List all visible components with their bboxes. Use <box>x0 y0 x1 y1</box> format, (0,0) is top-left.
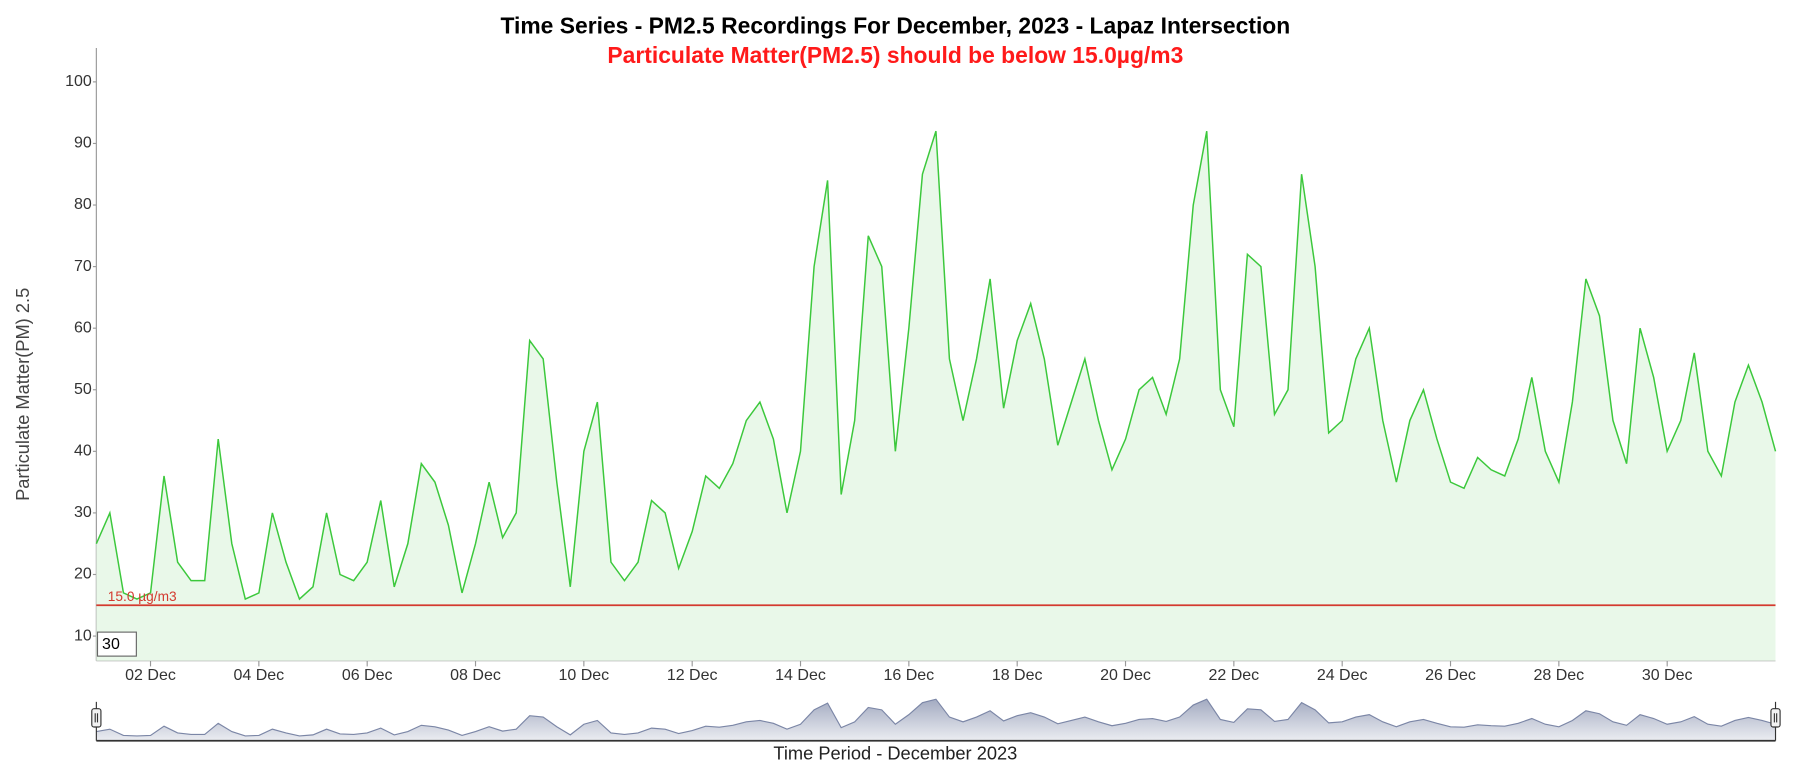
y-tick-label: 60 <box>74 319 92 336</box>
area-fill <box>96 131 1776 661</box>
x-tick-label: 28 Dec <box>1534 667 1585 684</box>
x-tick-label: 30 Dec <box>1642 667 1693 684</box>
y-axis-label: Particulate Matter(PM) 2.5 <box>12 288 33 501</box>
x-tick-label: 02 Dec <box>125 667 176 684</box>
navigator-line <box>96 698 1776 737</box>
x-tick-label: 26 Dec <box>1425 667 1476 684</box>
y-tick-label: 20 <box>74 566 92 583</box>
x-tick-label: 24 Dec <box>1317 667 1368 684</box>
x-tick-label: 12 Dec <box>667 667 718 684</box>
x-tick-label: 14 Dec <box>775 667 826 684</box>
x-tick-label: 18 Dec <box>992 667 1043 684</box>
y-tick-label: 10 <box>74 627 92 644</box>
y-tick-label: 30 <box>74 504 92 521</box>
x-tick-label: 08 Dec <box>450 667 501 684</box>
x-tick-label: 20 Dec <box>1100 667 1151 684</box>
x-tick-label: 22 Dec <box>1209 667 1260 684</box>
chart-title: Time Series - PM2.5 Recordings For Decem… <box>500 12 1290 38</box>
series-line <box>95 130 1777 601</box>
y-tick-label: 90 <box>74 135 92 152</box>
navigator-handle[interactable] <box>1770 708 1781 728</box>
navigator-area <box>96 699 1776 741</box>
x-tick-label: 06 Dec <box>342 667 393 684</box>
chart-subtitle: Particulate Matter(PM2.5) should be belo… <box>607 42 1183 68</box>
y-tick-label: 100 <box>65 73 92 90</box>
y-tick-label: 70 <box>74 258 92 275</box>
x-tick-label: 10 Dec <box>559 667 610 684</box>
y-tick-label: 50 <box>74 381 92 398</box>
navigator-handle[interactable] <box>91 708 102 728</box>
x-axis-label: Time Period - December 2023 <box>773 742 1017 763</box>
zoom-input-value[interactable]: 30 <box>102 636 120 653</box>
x-tick-label: 16 Dec <box>884 667 935 684</box>
y-tick-label: 80 <box>74 196 92 213</box>
plot-area: 10 20 30 40 50 60 70 80 90 100 02 Dec 04 Dec 06 Dec 0… <box>65 48 1781 742</box>
x-tick-label: 04 Dec <box>234 667 285 684</box>
y-tick-label: 40 <box>74 443 92 460</box>
threshold-label: 15.0 µg/m3 <box>108 589 177 604</box>
zoom-input[interactable] <box>96 631 137 657</box>
